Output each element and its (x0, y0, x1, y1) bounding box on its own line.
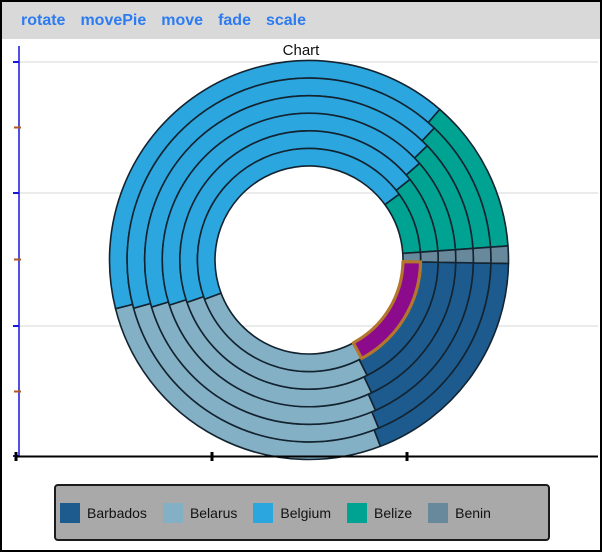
legend-label: Benin (455, 504, 491, 521)
pie-slice-barbados-ring-6[interactable] (351, 260, 423, 360)
chart-title: Chart (282, 42, 320, 59)
legend-item-belize[interactable]: Belize (347, 502, 413, 523)
move-link[interactable]: move (161, 11, 204, 29)
pie-slice-benin-ring-1[interactable] (489, 245, 510, 265)
legend-item-barbados[interactable]: Barbados (60, 502, 147, 523)
legend-item-belgium[interactable]: Belgium (253, 502, 331, 523)
pie-slice-benin-ring-2[interactable] (472, 246, 492, 264)
legend-swatch-belgium (253, 502, 274, 523)
pie-slice-benin-ring-5[interactable] (419, 250, 439, 264)
legend-swatch-barbados (60, 502, 80, 523)
legend: Barbados Belarus Belgium Belize Benin (54, 484, 550, 541)
legend-label: Barbados (87, 504, 147, 521)
legend-swatch-belize (347, 502, 367, 523)
x-axis-tick (210, 452, 214, 461)
x-axis-tick (405, 452, 409, 461)
legend-swatch-benin (428, 502, 449, 523)
scale-link[interactable]: scale (265, 11, 307, 29)
legend-swatch-belarus (162, 502, 183, 523)
pie-slice-benin-ring-3[interactable] (454, 247, 475, 264)
toolbar: rotate movePie move fade scale (2, 2, 600, 39)
legend-item-benin[interactable]: Benin (428, 502, 491, 523)
legend-item-belarus[interactable]: Belarus (162, 502, 238, 523)
legend-label: Belgium (280, 504, 331, 521)
fade-link[interactable]: fade (218, 11, 251, 29)
x-axis-tick (14, 452, 18, 461)
movepie-link[interactable]: movePie (80, 11, 147, 29)
rotate-link[interactable]: rotate (21, 11, 66, 29)
legend-label: Belize (374, 504, 413, 521)
legend-label: Belarus (189, 504, 238, 521)
pie-slice-benin-ring-4[interactable] (437, 248, 457, 264)
